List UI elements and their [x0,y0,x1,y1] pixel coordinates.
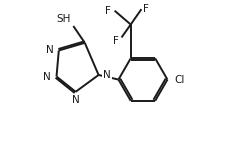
Text: N: N [103,70,111,80]
Text: F: F [113,35,119,46]
Text: Cl: Cl [174,75,185,85]
Text: SH: SH [57,14,71,24]
Text: F: F [143,4,149,14]
Text: N: N [46,45,54,56]
Text: N: N [72,95,79,105]
Text: N: N [43,71,51,82]
Text: F: F [105,6,111,16]
